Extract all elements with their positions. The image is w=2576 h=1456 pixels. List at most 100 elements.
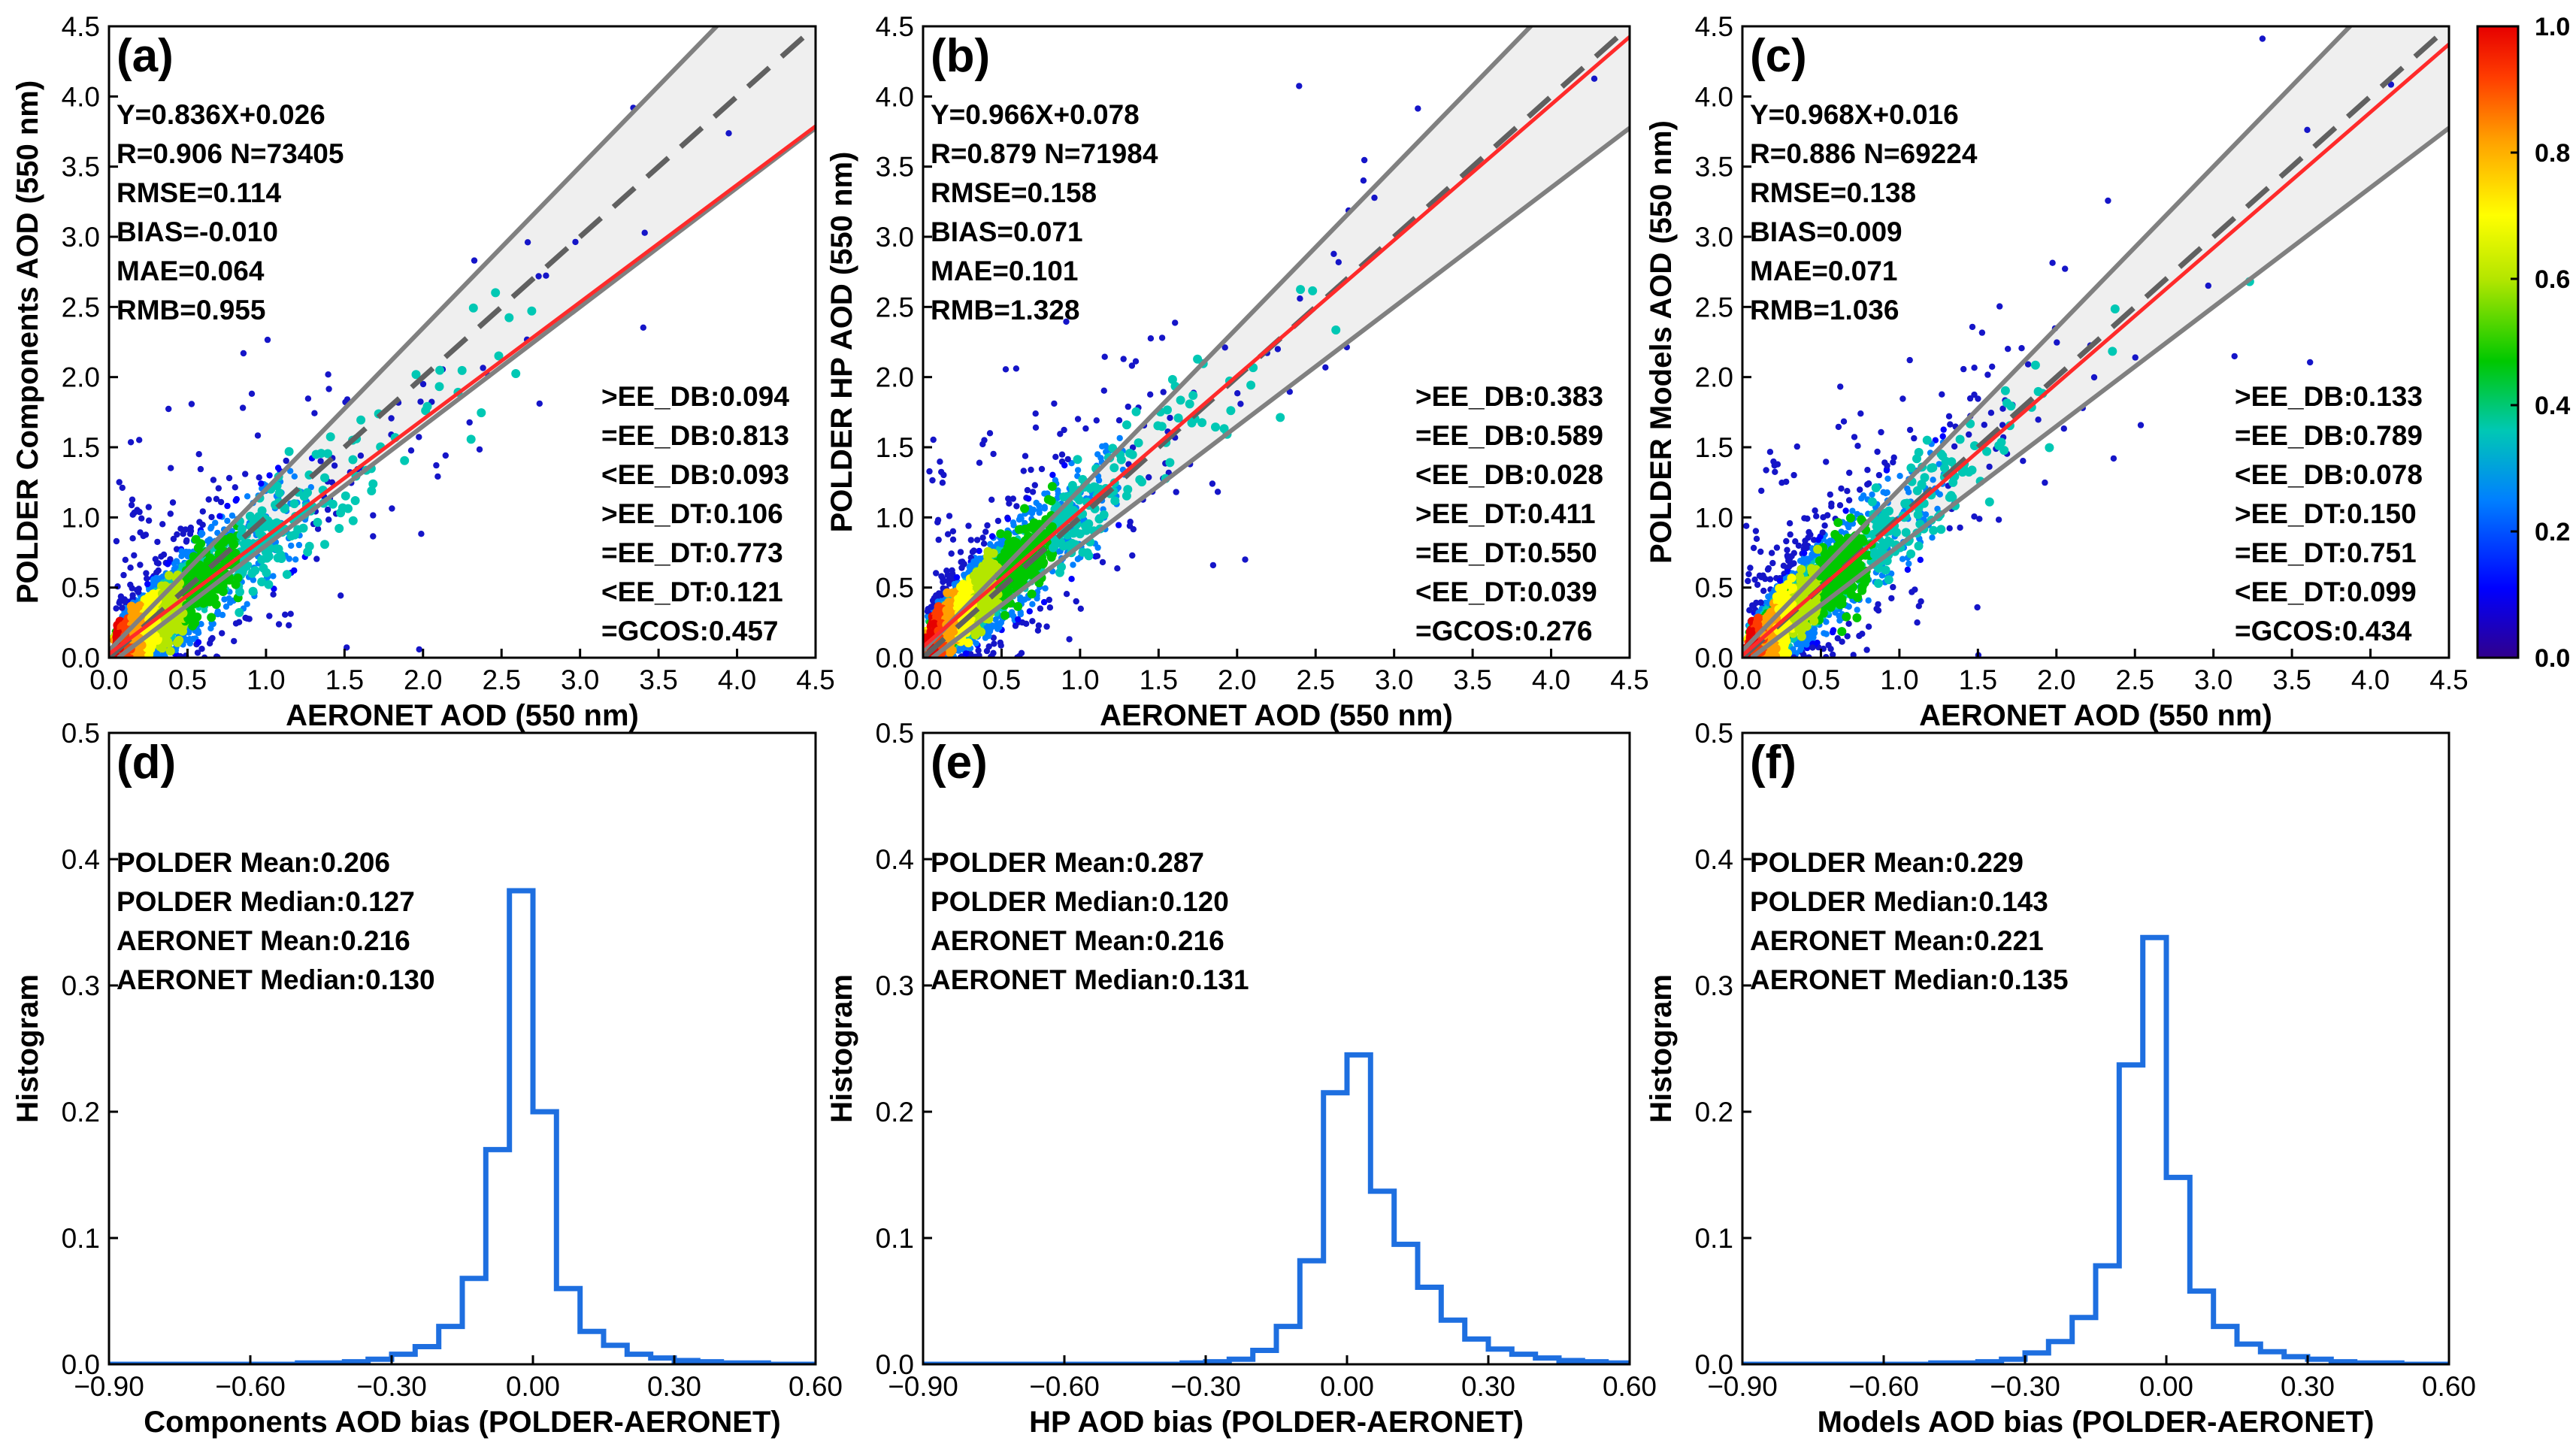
data-point [128, 501, 135, 509]
data-point [244, 601, 250, 607]
x-tick-label: 3.5 [639, 664, 677, 695]
data-point [442, 452, 449, 459]
data-point [303, 488, 312, 498]
data-point [177, 525, 184, 532]
data-point [1061, 426, 1067, 434]
data-point [303, 547, 313, 557]
panel-label: (a) [117, 30, 174, 82]
data-point [287, 610, 294, 617]
data-point [416, 646, 422, 653]
data-point [229, 512, 236, 519]
data-point [232, 484, 238, 491]
data-point [206, 640, 213, 647]
data-point [1068, 460, 1075, 467]
data-point [186, 607, 196, 616]
data-point [407, 447, 415, 454]
data-point [1214, 489, 1221, 495]
data-point [235, 607, 244, 617]
data-point [1052, 453, 1059, 460]
data-point [1116, 434, 1123, 442]
data-point [400, 456, 410, 465]
data-point [127, 581, 134, 589]
data-point [471, 257, 478, 264]
data-point [367, 486, 377, 495]
data-point [435, 365, 445, 375]
data-point [981, 437, 988, 443]
data-point [1013, 503, 1020, 510]
data-point [1100, 387, 1108, 394]
data-point [236, 531, 246, 540]
data-point [120, 571, 127, 579]
data-point [226, 474, 233, 482]
data-point [144, 575, 150, 582]
data-point [216, 513, 223, 519]
data-point [1158, 334, 1166, 341]
data-point [1022, 453, 1029, 459]
data-point [1032, 410, 1039, 417]
data-point [282, 611, 289, 618]
data-point [1029, 618, 1036, 625]
data-point [136, 437, 143, 443]
data-point [1591, 75, 1598, 82]
data-point [290, 530, 299, 540]
data-point [1064, 456, 1071, 463]
stat-text: MAE=0.064 [117, 256, 265, 286]
data-point [113, 605, 120, 612]
data-point [348, 455, 358, 465]
x-tick-label: 0.5 [168, 664, 207, 695]
data-point [129, 496, 136, 503]
data-point [325, 386, 332, 392]
data-point [219, 630, 226, 637]
data-point [480, 365, 486, 371]
data-point [213, 495, 220, 502]
data-point [1055, 548, 1062, 555]
data-point [250, 577, 257, 583]
data-point [231, 637, 238, 645]
stat-text: =EE_DT:0.773 [601, 537, 783, 568]
data-point [640, 324, 646, 331]
data-point [216, 582, 226, 592]
x-tick-label: 2.0 [404, 664, 442, 695]
data-point [417, 398, 424, 405]
data-point [137, 562, 144, 568]
data-point [275, 621, 283, 628]
data-point [368, 479, 378, 489]
data-point [1038, 465, 1046, 473]
data-point [960, 561, 967, 568]
y-tick-label: 4.5 [62, 11, 100, 42]
data-point [198, 621, 204, 628]
stat-text: BIAS=-0.010 [117, 216, 278, 247]
data-point [1037, 605, 1044, 612]
data-point [1074, 467, 1082, 474]
data-point [240, 350, 247, 357]
x-axis-label: AERONET AOD (550 nm) [286, 699, 639, 732]
data-point [199, 530, 206, 537]
x-tick-label: 1.5 [325, 664, 364, 695]
data-point [370, 512, 377, 519]
data-point [182, 526, 189, 533]
data-point [197, 465, 204, 473]
data-point [173, 637, 182, 647]
y-tick-label: 0.0 [62, 643, 100, 674]
data-point [173, 558, 180, 565]
data-point [370, 533, 377, 540]
ee-lower-line [117, 126, 816, 658]
x-tick-label: 1.0 [247, 664, 285, 695]
data-point [131, 552, 138, 558]
data-point [191, 534, 201, 544]
data-point [504, 313, 514, 322]
data-point [1040, 598, 1048, 606]
data-point [1209, 562, 1217, 569]
stat-text: =GCOS:0.457 [601, 616, 778, 646]
plot-area [109, 26, 816, 658]
data-point [144, 580, 151, 588]
data-point [204, 537, 211, 544]
data-point [177, 652, 184, 658]
data-point [224, 517, 231, 525]
data-point [257, 555, 267, 565]
data-point [258, 480, 265, 487]
data-point [1237, 401, 1244, 407]
data-point [149, 580, 156, 588]
data-point [317, 458, 324, 465]
